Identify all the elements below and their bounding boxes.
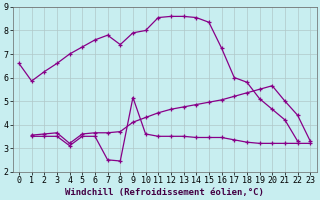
X-axis label: Windchill (Refroidissement éolien,°C): Windchill (Refroidissement éolien,°C) [65, 188, 264, 197]
